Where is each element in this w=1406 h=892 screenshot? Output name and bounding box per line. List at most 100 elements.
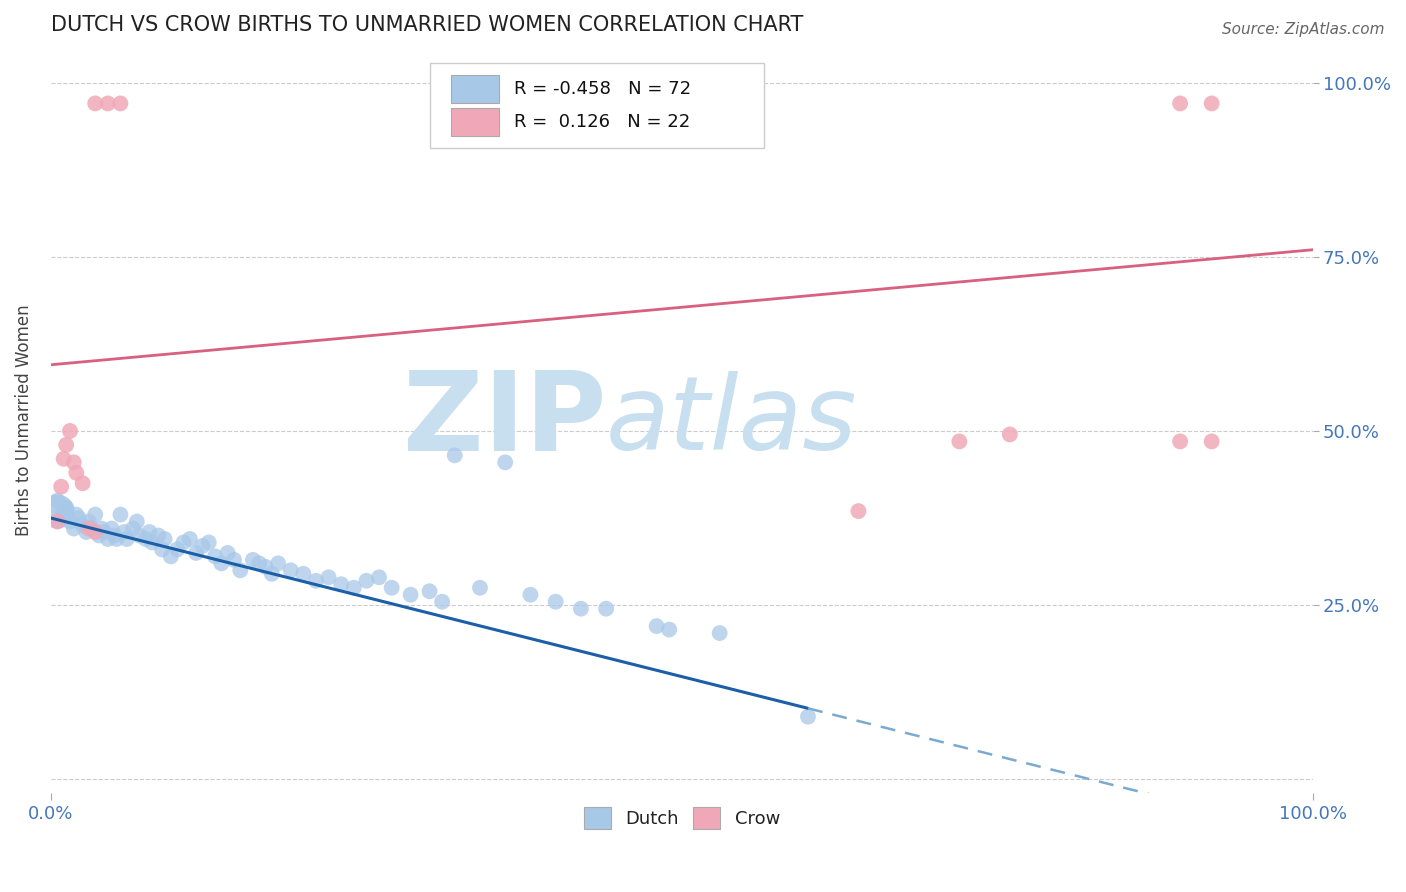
Point (709, 626, 731, 640)
Point (443, 448, 465, 462)
Point (381, 581, 404, 595)
Point (77, 515, 100, 529)
Point (318, 570, 340, 584)
Point (797, 709, 820, 723)
Point (90, 522, 112, 536)
Point (184, 546, 207, 560)
Point (260, 566, 283, 581)
Point (217, 546, 239, 560)
Point (1168, 434, 1191, 449)
Point (62, 455, 84, 469)
Point (75, 524, 97, 539)
Point (519, 588, 541, 602)
Point (229, 563, 252, 577)
Point (179, 532, 201, 546)
Point (59, 515, 82, 529)
Point (1168, 96, 1191, 111)
Point (125, 515, 148, 529)
Point (1201, 434, 1223, 449)
Point (330, 577, 353, 591)
Point (247, 557, 270, 571)
Point (197, 535, 219, 549)
Point (110, 508, 132, 522)
Point (399, 588, 422, 602)
Point (569, 601, 592, 615)
Point (138, 524, 160, 539)
Point (72, 476, 94, 491)
Point (173, 535, 195, 549)
Point (87, 528, 110, 542)
Point (430, 595, 453, 609)
Point (148, 528, 170, 542)
Point (52, 504, 75, 518)
Point (59, 424, 82, 438)
Point (105, 532, 128, 546)
Point (267, 557, 290, 571)
Point (645, 619, 668, 633)
Text: DUTCH VS CROW BIRTHS TO UNMARRIED WOMEN CORRELATION CHART: DUTCH VS CROW BIRTHS TO UNMARRIED WOMEN … (51, 15, 803, 35)
Point (948, 434, 970, 449)
Point (77, 522, 100, 536)
Point (93, 524, 115, 539)
Point (135, 532, 157, 546)
Point (49, 511, 72, 525)
Text: ZIP: ZIP (402, 367, 606, 474)
Point (242, 553, 264, 567)
Point (150, 542, 173, 557)
Legend: Dutch, Crow: Dutch, Crow (576, 800, 787, 837)
Point (222, 553, 245, 567)
Point (292, 566, 315, 581)
Point (209, 557, 232, 571)
Point (418, 584, 440, 599)
Point (658, 623, 681, 637)
Y-axis label: Births to Unmarried Women: Births to Unmarried Women (15, 305, 32, 536)
FancyBboxPatch shape (429, 62, 763, 148)
FancyBboxPatch shape (451, 75, 499, 103)
Point (160, 549, 183, 564)
Point (343, 581, 366, 595)
Point (46, 493, 69, 508)
Point (141, 535, 163, 549)
Point (280, 563, 302, 577)
Point (115, 532, 138, 546)
Point (356, 574, 378, 588)
Point (110, 96, 132, 111)
Point (112, 524, 135, 539)
Point (49, 480, 72, 494)
Point (494, 455, 516, 469)
Point (305, 574, 328, 588)
Point (84, 96, 107, 111)
Point (998, 427, 1021, 442)
Point (52, 451, 75, 466)
Point (254, 559, 277, 574)
Text: atlas: atlas (606, 370, 858, 470)
Text: Source: ZipAtlas.com: Source: ZipAtlas.com (1222, 22, 1385, 37)
Point (848, 504, 870, 518)
Point (191, 539, 214, 553)
Point (84, 524, 107, 539)
Text: R =  0.126   N = 22: R = 0.126 N = 22 (515, 113, 690, 131)
Point (166, 542, 188, 557)
Point (55, 500, 77, 515)
Point (62, 522, 84, 536)
Point (67, 511, 90, 525)
Point (65, 508, 87, 522)
Point (100, 522, 122, 536)
Point (80, 522, 103, 536)
Point (128, 528, 150, 542)
Point (46, 515, 69, 529)
Point (544, 595, 567, 609)
Point (72, 518, 94, 533)
FancyBboxPatch shape (451, 108, 499, 136)
Point (55, 438, 77, 452)
Point (153, 532, 176, 546)
Point (97, 96, 120, 111)
Point (468, 581, 491, 595)
Point (97, 532, 120, 546)
Point (122, 522, 145, 536)
Point (204, 549, 226, 564)
Point (84, 508, 107, 522)
Point (1201, 96, 1223, 111)
Point (46, 504, 69, 518)
Point (368, 570, 391, 584)
